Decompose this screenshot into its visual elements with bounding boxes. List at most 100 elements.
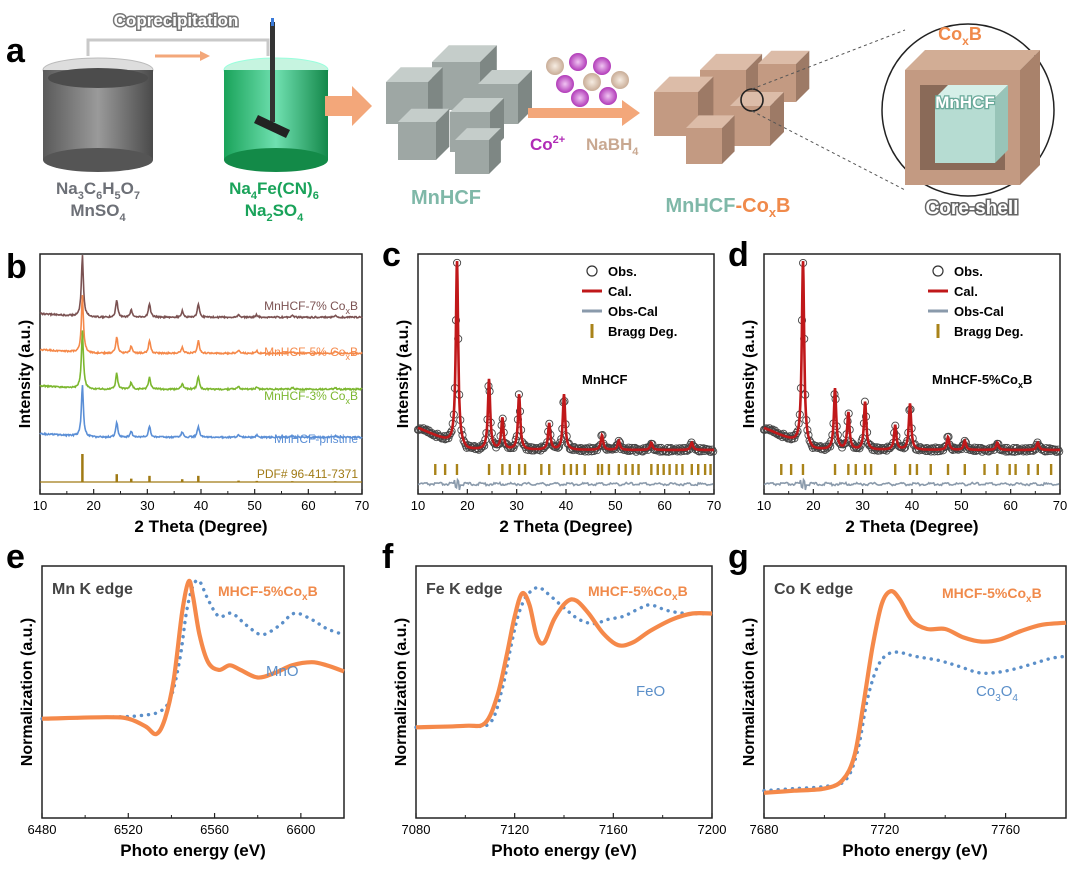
x-axis-label: 2 Theta (Degree) xyxy=(845,517,978,536)
panel-label-b: b xyxy=(6,248,27,286)
edge-label: Mn K edge xyxy=(52,581,133,598)
chart-d: 10 20 30 40 50 60 70 2 Theta (Degree) Intensity … xyxy=(741,253,1067,536)
obs-point xyxy=(1043,447,1052,456)
obs-cal-line xyxy=(763,477,1060,491)
x-tick-label: 6480 xyxy=(28,822,57,837)
x-axis-label: 2 Theta (Degree) xyxy=(499,517,632,536)
panel-a: a Coprecipitation Na3C6H5O7 MnSO4 Na4Fe(… xyxy=(6,10,1055,224)
core-shell-zoom xyxy=(881,23,1055,197)
x-tick-label: 30 xyxy=(855,498,869,513)
product-cube-side xyxy=(796,50,810,102)
x-tick-label: 60 xyxy=(657,498,671,513)
series-label-0: MnHCF-7% CoxB xyxy=(264,299,358,316)
product-label: MnHCF-CoxB xyxy=(665,195,790,220)
co-ion-label: Co2+ xyxy=(530,134,565,154)
x-tick-label: 40 xyxy=(194,498,208,513)
x-axis-label: Photo energy (eV) xyxy=(842,841,987,860)
mnhcf-cube-top xyxy=(398,108,450,122)
beaker-1 xyxy=(42,57,154,172)
mnhcf-cube-side xyxy=(436,108,450,160)
beaker1-line2: MnSO4 xyxy=(70,201,126,224)
panel-label-f: f xyxy=(382,538,394,576)
y-axis-label: Intensity (a.u.) xyxy=(395,320,412,428)
obs-point xyxy=(876,446,885,455)
series-label-1: MnHCF-5% CoxB xyxy=(264,345,358,362)
arrow-small-head xyxy=(200,51,210,61)
panel-label-c: c xyxy=(382,236,401,274)
obs-point xyxy=(697,447,706,456)
cal-line xyxy=(417,261,714,452)
plot-frame xyxy=(763,565,1067,819)
x-tick-label: 50 xyxy=(608,498,622,513)
x-tick-label: 7160 xyxy=(599,822,628,837)
sample-legend: MHCF-5%CoxB xyxy=(942,585,1042,605)
x-tick-label: 50 xyxy=(954,498,968,513)
chart-f: 7080 7120 7160 7200 Photo energy (eV) Normali… xyxy=(393,565,726,860)
x-tick-label: 30 xyxy=(140,498,154,513)
x-tick-label: 70 xyxy=(355,498,369,513)
mnhcf-cubes xyxy=(386,45,532,174)
obs-point xyxy=(479,439,488,449)
legend-obs: Obs. xyxy=(608,264,637,279)
x-tick-label: 20 xyxy=(86,498,100,513)
y-axis-label: Normalization (a.u.) xyxy=(19,618,36,766)
product-cube-front xyxy=(730,106,770,146)
xrd-series-1 xyxy=(39,295,363,356)
mnhcf-cube-top xyxy=(450,98,504,112)
zoom-line-bottom xyxy=(751,110,906,191)
x-tick-label: 10 xyxy=(757,498,771,513)
legend-bragg: Bragg Deg. xyxy=(954,324,1023,339)
series-label-2: MnHCF-3% CoxB xyxy=(264,389,358,406)
x-tick-label: 7760 xyxy=(991,822,1020,837)
reagent-spheres xyxy=(546,53,629,107)
y-axis-label: Intensity (a.u.) xyxy=(741,320,758,428)
x-tick-label: 70 xyxy=(707,498,721,513)
x-tick-label: 30 xyxy=(509,498,523,513)
obs-point xyxy=(1055,447,1064,456)
obs-point xyxy=(530,446,539,455)
x-tick-label: 10 xyxy=(33,498,47,513)
x-tick-label: 10 xyxy=(411,498,425,513)
chart-c: 10 20 30 40 50 60 70 2 Theta (Degree) Intensity … xyxy=(395,253,721,536)
coxb-label: CoxB xyxy=(938,24,982,48)
obs-point xyxy=(935,447,944,456)
series-label-4: PDF# 96-411-7371 xyxy=(257,467,359,481)
legend-obscal: Obs-Cal xyxy=(608,304,658,319)
sample-label: MnHCF-5%CoxB xyxy=(932,372,1032,390)
core-mnhcf-label: MnHCF xyxy=(935,93,994,112)
mnhcf-cube-front xyxy=(455,140,489,174)
beaker-2 xyxy=(223,18,329,172)
legend-bragg: Bragg Deg. xyxy=(608,324,677,339)
mnhcf-cube-front xyxy=(398,122,436,160)
series-label-3: MnHCF-pristine xyxy=(274,432,358,446)
obs-point xyxy=(577,446,586,456)
nabh4-label: NaBH4 xyxy=(586,135,639,158)
obs-point xyxy=(617,443,627,452)
legend-obs-marker xyxy=(932,265,944,277)
beaker2-line2: Na2SO4 xyxy=(245,201,304,224)
legend-obs-marker xyxy=(586,265,598,277)
x-tick-label: 7720 xyxy=(870,822,899,837)
mnhcf-cube-top xyxy=(386,67,443,82)
mnhcf-cube-top xyxy=(455,128,501,140)
x-tick-label: 50 xyxy=(247,498,261,513)
x-axis-label: 2 Theta (Degree) xyxy=(134,517,267,536)
core-shell-label: Core-shell xyxy=(926,198,1019,219)
cal-line xyxy=(763,261,1060,452)
plot-frame xyxy=(41,565,345,819)
x-tick-label: 20 xyxy=(806,498,820,513)
panel-label-g: g xyxy=(728,538,749,576)
x-tick-label: 40 xyxy=(559,498,573,513)
reference-legend: Co3O4 xyxy=(976,683,1018,704)
x-tick-label: 7120 xyxy=(500,822,529,837)
plot-frame xyxy=(39,253,363,495)
panel-label-a: a xyxy=(6,32,26,70)
mnhcf-cube-top xyxy=(478,70,532,84)
mnhcf-label: MnHCF xyxy=(411,187,481,209)
obs-point xyxy=(446,428,455,438)
obs-point xyxy=(655,447,665,456)
edge-label: Co K edge xyxy=(774,581,853,598)
beaker1-line1: Na3C6H5O7 xyxy=(56,179,140,202)
panel-label-e: e xyxy=(6,538,25,576)
